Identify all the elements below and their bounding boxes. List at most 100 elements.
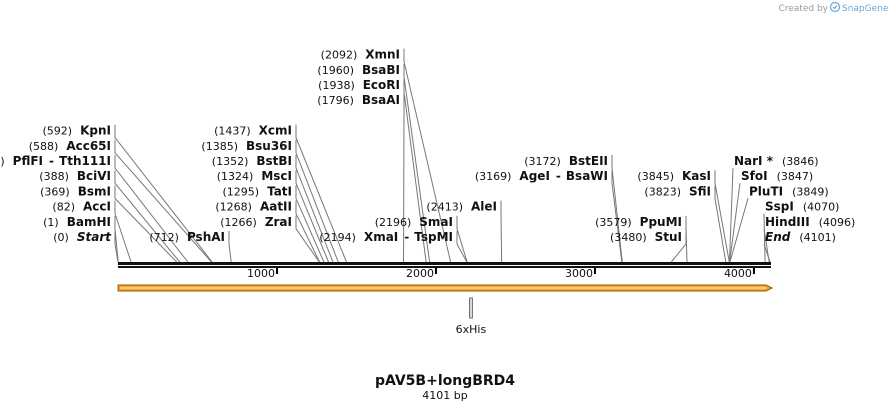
site-acci[interactable]: AccI (82) (52, 200, 111, 214)
site-name: BsaBI (362, 63, 400, 77)
site-name: HindIII (765, 215, 810, 229)
site-agei[interactable]: BsaWI-AgeI (3169) (475, 169, 608, 183)
site-ppumi[interactable]: PpuMI (3579) (595, 215, 682, 229)
site-position: (1960) (317, 64, 354, 77)
site-bsaai[interactable]: BsaAI (1796) (317, 93, 400, 107)
feature-marker[interactable] (469, 297, 473, 319)
site-alei[interactable]: AleI (2413) (426, 200, 497, 214)
site-sfii[interactable]: SfiI (3823) (644, 184, 711, 198)
site-bcivi[interactable]: BciVI (388) (39, 169, 111, 183)
site-leader (728, 167, 734, 263)
site-position: (3847) (777, 170, 814, 183)
site-name: Acc65I (66, 139, 111, 153)
site-sspi[interactable]: SspI (4070) (765, 200, 839, 214)
site-xmai[interactable]: TspMI-XmaI (2194) (319, 230, 453, 244)
site-pflfi[interactable]: Tth111I-PflFI (439) (0, 154, 111, 168)
site-bstbi[interactable]: BstBI (1352) (212, 154, 292, 168)
site-position: (4096) (819, 216, 856, 229)
site-name: XmnI (365, 48, 400, 62)
site-leader (114, 139, 212, 263)
site-leader (714, 185, 727, 263)
site-name: NarI * (734, 154, 774, 168)
site-name: AleI (471, 200, 497, 214)
site-zrai[interactable]: ZraI (1266) (220, 215, 292, 229)
site-leader (403, 48, 452, 263)
site-stui[interactable]: StuI (3480) (610, 230, 682, 244)
axis-tick-label: 4000 (724, 267, 752, 280)
site-position: (3169) (475, 170, 512, 183)
site-pshai[interactable]: PshAI (712) (149, 230, 225, 244)
site-leader (611, 170, 623, 263)
site-position: (1268) (215, 201, 252, 214)
site-bamhi[interactable]: BamHI (1) (43, 215, 111, 229)
site-leader (763, 243, 771, 263)
site-position: (2196) (375, 216, 412, 229)
site-xcmi[interactable]: XcmI (1437) (214, 124, 292, 138)
site-aatii[interactable]: AatII (1268) (215, 200, 292, 214)
site-smai[interactable]: SmaI (2196) (375, 215, 453, 229)
site-tati[interactable]: TatI (1295) (222, 184, 292, 198)
site-position: (82) (52, 201, 75, 214)
site-name: TatI (267, 184, 292, 198)
site-kasi[interactable]: KasI (3845) (637, 169, 711, 183)
site-sfoi[interactable]: SfoI (3847) (741, 169, 813, 183)
site-kpni[interactable]: KpnI (592) (43, 124, 112, 138)
site-acc65i[interactable]: Acc65I (588) (29, 139, 111, 153)
site-leader (500, 200, 503, 263)
backbone-bottom-strand (118, 266, 771, 268)
site-bsu36i[interactable]: Bsu36I (1385) (201, 139, 292, 153)
site-name: BsmI (78, 184, 111, 198)
site-ecori[interactable]: EcoRI (1938) (318, 78, 400, 92)
site-leader (114, 170, 181, 263)
site-name: XmaI (364, 230, 398, 244)
site-name: SfoI (741, 169, 768, 183)
site-position: (1938) (318, 79, 355, 92)
site-position: (2092) (321, 49, 358, 62)
site-position: (3480) (610, 231, 647, 244)
site-position: (4101) (799, 231, 836, 244)
site-name: SspI (765, 200, 794, 214)
site-xmni[interactable]: XmnI (2092) (321, 48, 400, 62)
site-hindiii[interactable]: HindIII (4096) (765, 215, 855, 229)
site-leader (114, 124, 213, 263)
site-leader (611, 155, 623, 263)
feature-6xhis[interactable]: 6xHis (117, 284, 774, 336)
site-bsmi[interactable]: BsmI (369) (40, 184, 111, 198)
site-nari[interactable]: NarI * (3846) (734, 154, 819, 168)
site-leader (295, 139, 339, 263)
site-name: AccI (83, 200, 111, 214)
site-bsteii[interactable]: BstEII (3172) (524, 154, 608, 168)
site-leader (714, 170, 730, 263)
site-name: ZraI (265, 215, 292, 229)
site-start[interactable]: Start (0) (53, 230, 112, 244)
site-name-separator: - (404, 230, 409, 244)
site-name: End (765, 230, 791, 244)
site-name-secondary: Tth111I (59, 154, 111, 168)
site-position: (592) (43, 125, 73, 138)
site-leader (295, 155, 334, 263)
site-name: XcmI (259, 124, 292, 138)
site-end[interactable]: End (4101) (765, 230, 836, 244)
site-leader (295, 215, 320, 263)
axis-ticks: 1000 2000 3000 4000 (247, 267, 755, 280)
site-msci[interactable]: MscI (1324) (217, 169, 292, 183)
site-position: (3172) (524, 155, 561, 168)
site-leader (456, 215, 468, 263)
site-position: (1385) (201, 140, 238, 153)
site-leader (114, 185, 178, 263)
site-name: MscI (261, 169, 292, 183)
site-name: PluTI (749, 184, 783, 198)
site-position: (3845) (637, 170, 674, 183)
site-name: Start (77, 230, 112, 244)
site-leader (295, 124, 347, 263)
site-bsabi[interactable]: BsaBI (1960) (317, 63, 400, 77)
credit-prefix: Created by (778, 4, 828, 14)
site-name-separator: - (556, 169, 561, 183)
site-leader (295, 185, 325, 263)
site-name: PpuMI (640, 215, 682, 229)
site-position: (0) (53, 231, 69, 244)
site-position: (1324) (217, 170, 254, 183)
site-leader (685, 215, 688, 263)
site-pluti[interactable]: PluTI (3849) (749, 184, 829, 198)
site-name: KasI (682, 169, 711, 183)
